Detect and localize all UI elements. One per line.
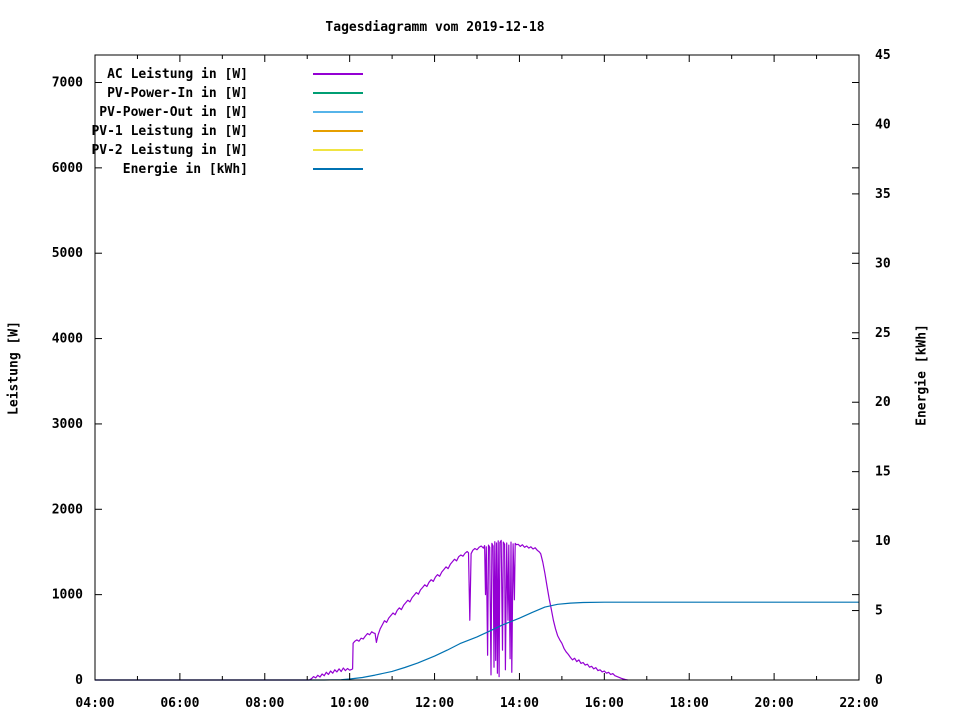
x-tick-label: 08:00 — [245, 696, 284, 711]
y-left-tick-label: 0 — [75, 673, 83, 688]
x-tick-label: 18:00 — [670, 696, 709, 711]
x-tick-label: 14:00 — [500, 696, 539, 711]
x-tick-label: 16:00 — [585, 696, 624, 711]
y-right-tick-label: 25 — [875, 326, 891, 341]
y-right-tick-label: 35 — [875, 187, 891, 202]
x-tick-label: 20:00 — [755, 696, 794, 711]
x-tick-label: 22:00 — [839, 696, 878, 711]
legend-label: PV-1 Leistung in [W] — [91, 124, 248, 139]
y-right-tick-label: 40 — [875, 117, 891, 132]
y-left-tick-label: 4000 — [52, 332, 83, 347]
x-tick-label: 06:00 — [160, 696, 199, 711]
chart-title: Tagesdiagramm vom 2019-12-18 — [325, 20, 545, 35]
y-right-tick-label: 30 — [875, 256, 891, 271]
x-tick-label: 04:00 — [75, 696, 114, 711]
legend-label: PV-Power-In in [W] — [107, 86, 248, 101]
y-right-tick-label: 10 — [875, 534, 891, 549]
y-right-axis-title: Energie [kWh] — [914, 324, 930, 426]
legend-label: AC Leistung in [W] — [107, 67, 248, 82]
series-line-ac-leistung — [95, 539, 628, 681]
legend-label: Energie in [kWh] — [123, 162, 248, 177]
y-right-tick-label: 15 — [875, 465, 891, 480]
y-left-tick-label: 5000 — [52, 246, 83, 261]
y-right-tick-label: 45 — [875, 48, 891, 63]
legend-label: PV-Power-Out in [W] — [99, 105, 248, 120]
y-left-tick-label: 7000 — [52, 76, 83, 91]
y-right-tick-label: 5 — [875, 604, 883, 619]
x-tick-label: 12:00 — [415, 696, 454, 711]
y-right-tick-label: 0 — [875, 673, 883, 688]
y-left-tick-label: 2000 — [52, 502, 83, 517]
y-left-tick-label: 1000 — [52, 588, 83, 603]
y-left-tick-label: 6000 — [52, 161, 83, 176]
y-left-axis-title: Leistung [W] — [6, 321, 22, 415]
series-line-energie — [95, 601, 859, 681]
x-tick-label: 10:00 — [330, 696, 369, 711]
y-left-tick-label: 3000 — [52, 417, 83, 432]
legend-label: PV-2 Leistung in [W] — [91, 143, 248, 158]
y-right-tick-label: 20 — [875, 395, 891, 410]
